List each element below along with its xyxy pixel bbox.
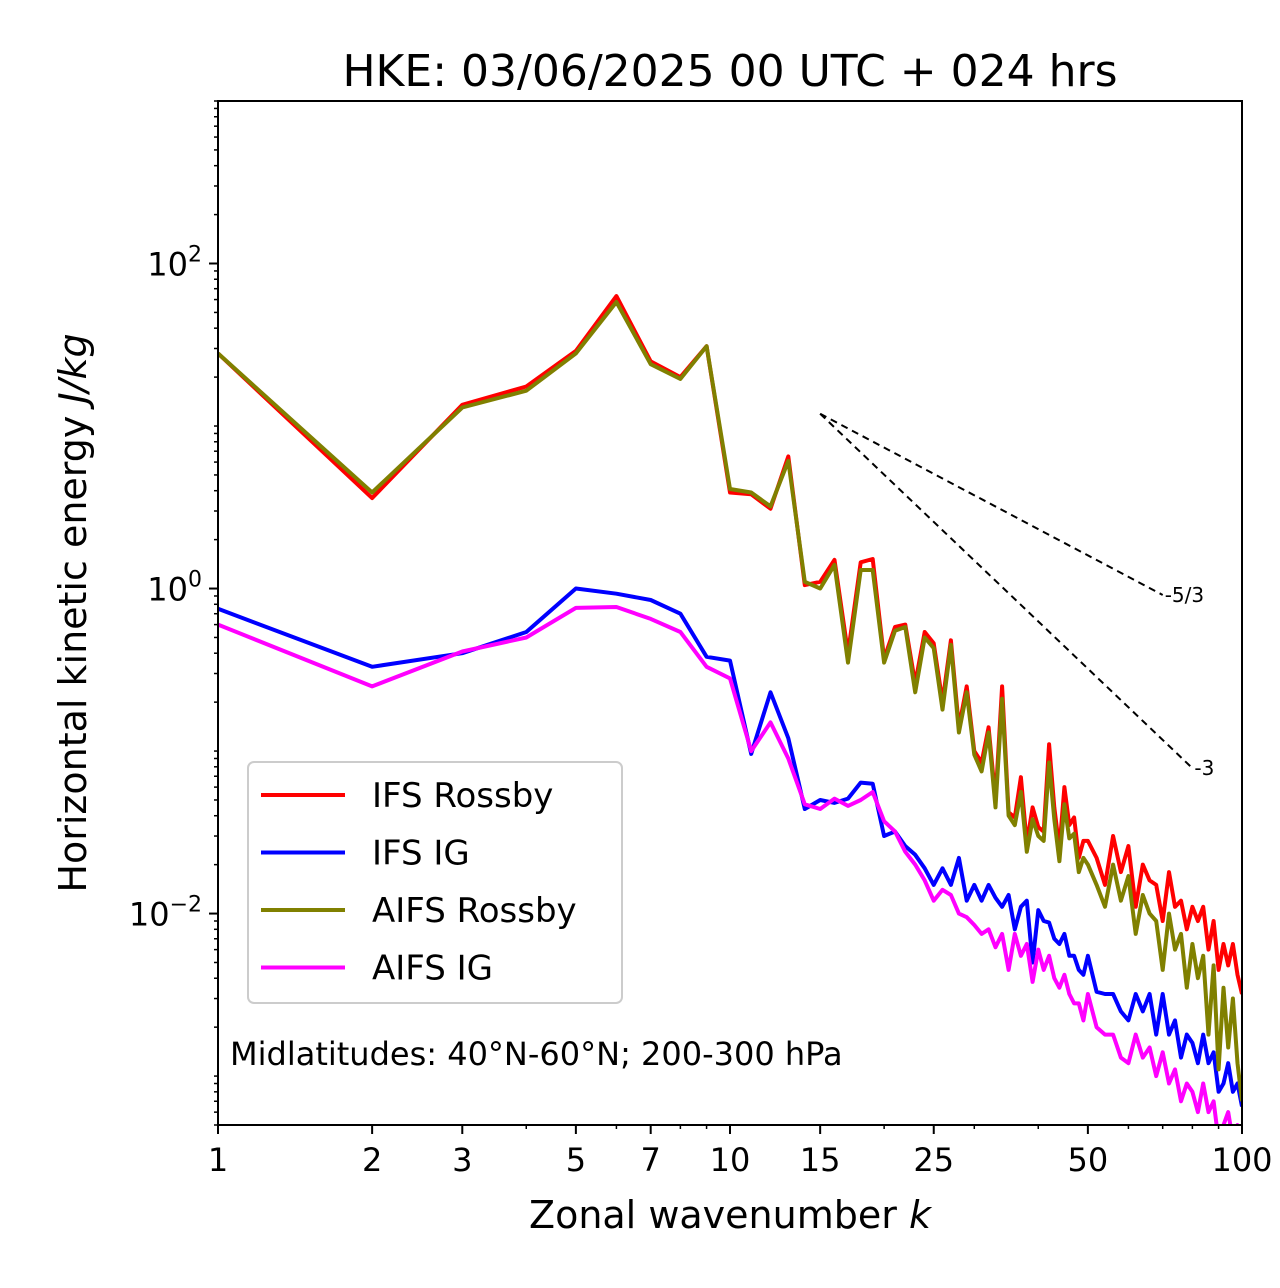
- legend-label-ifs-rossby: IFS Rossby: [372, 776, 553, 816]
- series-line-aifs-ig: [218, 605, 1240, 1125]
- series-layer: [218, 294, 1242, 1125]
- x-tick-label: 3: [452, 1141, 472, 1179]
- legend: IFS Rossby IFS IG AIFS Rossby AIFS IG: [247, 761, 623, 1004]
- x-tick-label: 5: [566, 1141, 586, 1179]
- legend-label-aifs-ig: AIFS IG: [372, 949, 493, 989]
- x-tick-label: 100: [1211, 1141, 1272, 1179]
- y-axis-ticks: 10−2 100 102: [129, 100, 218, 1126]
- y-axis-unit: J/kg: [51, 333, 95, 410]
- y-axis-label: Horizontal kinetic energy: [51, 416, 95, 893]
- legend-label-aifs-rossby: AIFS Rossby: [372, 891, 577, 931]
- reference-slopes: -5/3 -3: [819, 412, 1214, 780]
- x-tick-label: 1: [208, 1141, 228, 1179]
- y-axis-title: Horizontal kinetic energy J/kg: [51, 333, 95, 892]
- series-line-aifs-rossby: [218, 300, 1242, 1102]
- x-axis-ticks: 1 2 3 5 7 10 15 25 50 100: [208, 1125, 1273, 1179]
- reference-slope-label: -5/3: [1165, 583, 1204, 607]
- chart-title: HKE: 03/06/2025 00 UTC + 024 hrs: [342, 46, 1117, 97]
- x-tick-label: 15: [800, 1141, 841, 1179]
- region-annotation: Midlatitudes: 40°N-60°N; 200-300 hPa: [230, 1035, 843, 1073]
- x-tick-label: 50: [1068, 1141, 1109, 1179]
- legend-label-ifs-ig: IFS IG: [372, 834, 470, 874]
- legend-items: IFS Rossby IFS IG AIFS Rossby AIFS IG: [261, 776, 577, 989]
- x-tick-label: 7: [641, 1141, 661, 1179]
- x-tick-label: 10: [710, 1141, 751, 1179]
- y-tick-label: 10−2: [129, 893, 202, 934]
- reference-slope-label: -3: [1194, 756, 1214, 780]
- x-axis-label: Zonal wavenumber: [529, 1193, 897, 1237]
- series-line-ifs-ig: [218, 586, 1242, 1107]
- x-tick-label: 2: [362, 1141, 382, 1179]
- x-axis-title: Zonal wavenumber k: [529, 1193, 933, 1237]
- reference-slope-line: [819, 413, 1194, 769]
- x-tick-label: 25: [913, 1141, 954, 1179]
- x-axis-variable: k: [909, 1193, 933, 1237]
- reference-slope-line: [819, 412, 1164, 596]
- y-tick-label: 100: [147, 568, 202, 609]
- legend-box: [247, 761, 623, 1004]
- y-tick-label: 102: [147, 243, 202, 284]
